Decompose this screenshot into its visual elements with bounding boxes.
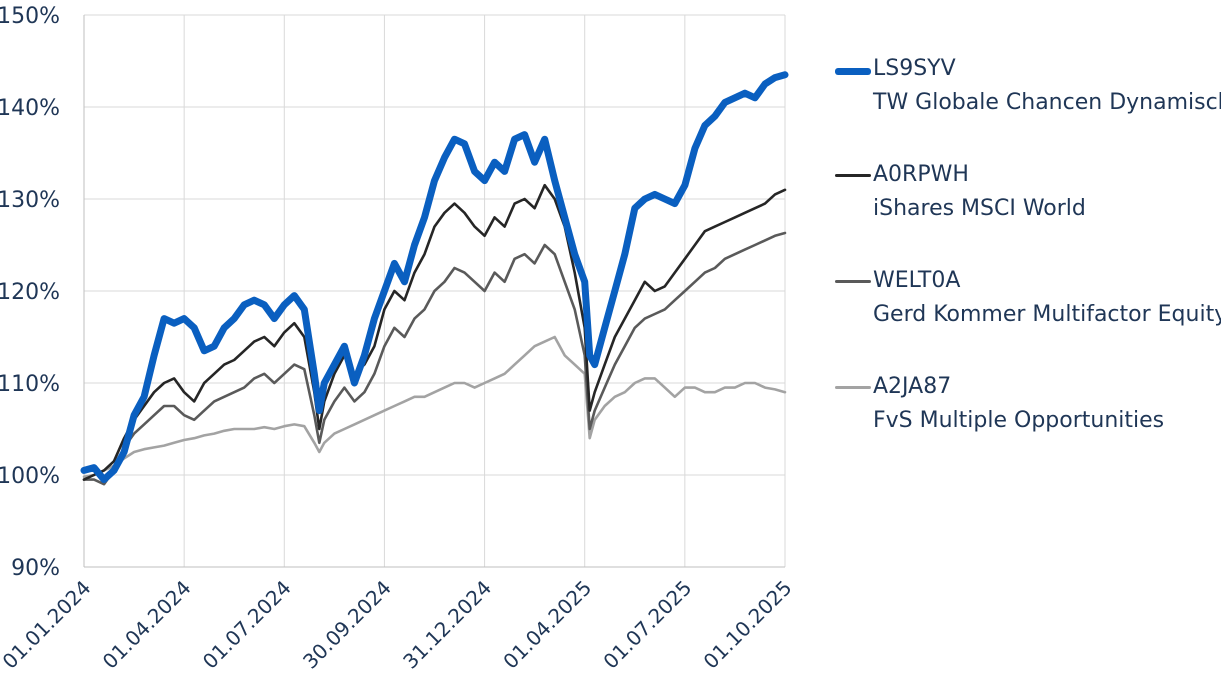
y-tick-label: 130%: [0, 188, 60, 213]
x-tick-label: 01.07.2024: [198, 576, 296, 674]
legend-item-ls9syv[interactable]: LS9SYV TW Globale Chancen Dynamisch: [835, 56, 1221, 162]
x-tick-label: 01.10.2025: [699, 576, 797, 674]
legend-name: FvS Multiple Opportunities: [873, 408, 1165, 433]
series-line-a2ja87: [82, 335, 787, 479]
x-tick-label: 01.04.2024: [98, 576, 196, 674]
legend: LS9SYV TW Globale Chancen Dynamisch A0RP…: [835, 56, 1221, 480]
legend-name: TW Globale Chancen Dynamisch: [873, 90, 1221, 115]
legend-item-a0rpwh[interactable]: A0RPWH iShares MSCI World: [835, 162, 1221, 268]
legend-name: iShares MSCI World: [873, 196, 1086, 221]
y-tick-label: 150%: [0, 4, 60, 29]
legend-code: A2JA87: [873, 374, 952, 399]
legend-item-a2ja87[interactable]: A2JA87 FvS Multiple Opportunities: [835, 374, 1221, 480]
legend-swatch-ls9syv: [835, 68, 871, 75]
series-line-ls9syv: [80, 71, 789, 484]
y-tick-label: 90%: [11, 556, 60, 581]
x-tick-label: 30.09.2024: [298, 576, 396, 674]
legend-code: LS9SYV: [873, 56, 956, 81]
y-tick-label: 120%: [0, 280, 60, 305]
legend-swatch-welt0a: [835, 280, 871, 283]
y-tick-label: 140%: [0, 96, 60, 121]
y-tick-label: 100%: [0, 464, 60, 489]
legend-swatch-a0rpwh: [835, 174, 871, 177]
legend-item-welt0a[interactable]: WELT0A Gerd Kommer Multifactor Equity: [835, 268, 1221, 374]
x-tick-label: 01.04.2025: [498, 576, 596, 674]
legend-code: A0RPWH: [873, 162, 969, 187]
x-tick-label: 01.07.2025: [598, 576, 696, 674]
legend-code: WELT0A: [873, 268, 961, 293]
x-tick-label: 01.01.2024: [0, 576, 96, 674]
legend-name: Gerd Kommer Multifactor Equity: [873, 302, 1221, 327]
series-line-a0rpwh: [82, 183, 787, 481]
y-tick-label: 110%: [0, 372, 60, 397]
series-line-welt0a: [82, 231, 787, 486]
legend-swatch-a2ja87: [835, 386, 871, 389]
x-tick-label: 31.12.2024: [398, 576, 496, 674]
